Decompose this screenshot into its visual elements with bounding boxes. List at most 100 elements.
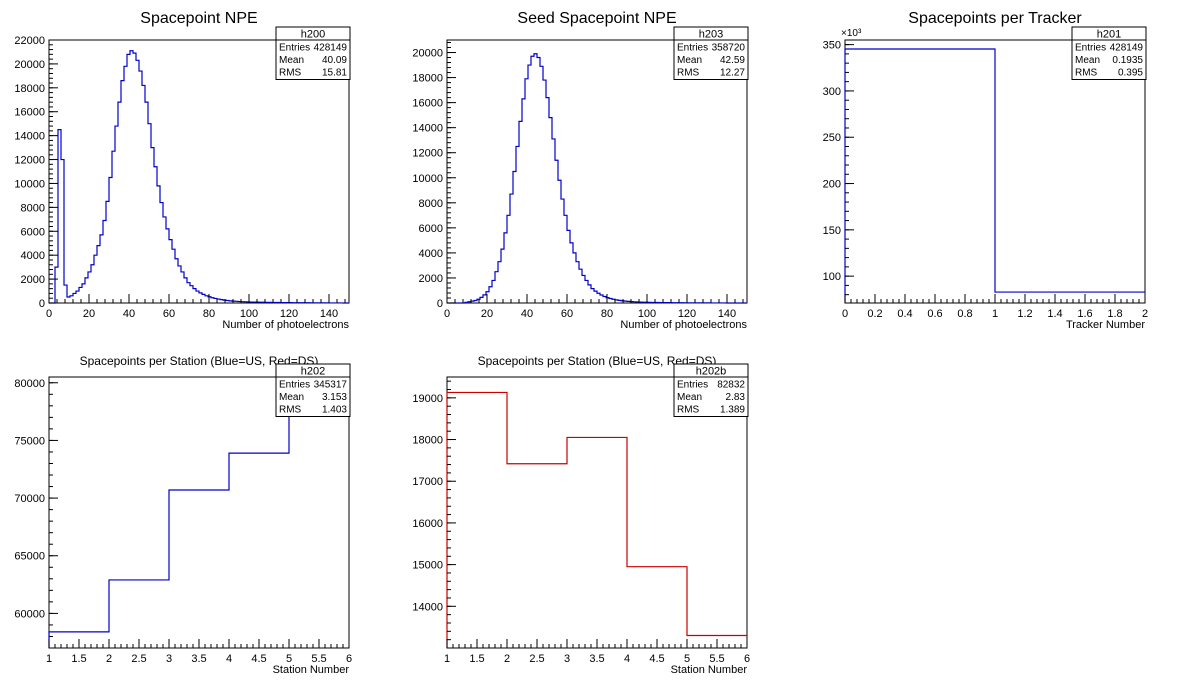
stats-row-label: RMS bbox=[1075, 68, 1098, 79]
x-tick-label: 60 bbox=[163, 308, 175, 320]
x-tick-label: 5 bbox=[286, 653, 292, 665]
y-tick-label: 22000 bbox=[14, 35, 45, 47]
histogram-pad-5: Spacepoints per Station (Blue=US, Red=DS… bbox=[412, 354, 750, 676]
stats-row-value: 40.09 bbox=[322, 55, 347, 66]
y-tick-label: 4000 bbox=[21, 250, 45, 262]
x-tick-label: 80 bbox=[203, 308, 215, 320]
stats-row-value: 428149 bbox=[314, 43, 348, 54]
y-tick-label: 18000 bbox=[412, 73, 443, 85]
y-tick-label: 300 bbox=[823, 86, 841, 98]
y-tick-label: 150 bbox=[823, 225, 841, 237]
stats-row-label: Mean bbox=[1075, 55, 1100, 66]
x-tick-label: 140 bbox=[718, 308, 736, 320]
x-tick-label: 4.5 bbox=[649, 653, 664, 665]
y-tick-label: 2000 bbox=[419, 273, 443, 285]
histogram-pad-3: Spacepoints per Tracker 0 0.2 0.4 0.6 0.8 1 1.2… bbox=[823, 10, 1148, 331]
x-tick-label: 40 bbox=[123, 308, 135, 320]
y-tick-label: 19000 bbox=[412, 393, 443, 405]
stats-row-value: 358720 bbox=[712, 43, 746, 54]
x-tick-label: 5.5 bbox=[709, 653, 724, 665]
stats-row-label: Mean bbox=[279, 392, 304, 403]
y-tick-label: 16000 bbox=[14, 107, 45, 119]
histogram-pad-2: Seed Spacepoint NPE 0 20 40 60 80 100 120 140 0 20… bbox=[412, 10, 749, 331]
y-tick-label: 12000 bbox=[412, 148, 443, 160]
chart-title: Spacepoints per Station (Blue=US, Red=DS… bbox=[478, 354, 717, 368]
x-tick-label: 1.4 bbox=[1047, 308, 1062, 320]
stats-box: h201 Entries 428149 Mean 0.1935 RMS 0.395 bbox=[1071, 26, 1147, 80]
stats-box-frame bbox=[673, 363, 749, 417]
x-tick-label: 6 bbox=[744, 653, 750, 665]
stats-row-value: 12.27 bbox=[720, 68, 745, 79]
x-axis-label: Station Number bbox=[671, 664, 748, 676]
x-tick-label: 40 bbox=[521, 308, 533, 320]
y-tick-label: 18000 bbox=[412, 435, 443, 447]
x-tick-label: 4.5 bbox=[251, 653, 266, 665]
histogram-series bbox=[447, 53, 747, 304]
x-tick-label: 80 bbox=[601, 308, 613, 320]
y-tick-label: 4000 bbox=[419, 248, 443, 260]
y-tick-label: 200 bbox=[823, 179, 841, 191]
chart-title: Seed Spacepoint NPE bbox=[517, 10, 676, 27]
x-tick-label: 5 bbox=[684, 653, 690, 665]
y-tick-label: 250 bbox=[823, 132, 841, 144]
x-tick-label: 5.5 bbox=[311, 653, 326, 665]
x-tick-label: 0.8 bbox=[957, 308, 972, 320]
stats-row-value: 15.81 bbox=[322, 68, 347, 79]
stats-box: h202 Entries 345317 Mean 3.153 RMS 1.403 bbox=[275, 363, 351, 417]
x-tick-label: 2 bbox=[106, 653, 112, 665]
histogram-series bbox=[48, 390, 349, 648]
x-tick-label: 2.5 bbox=[131, 653, 146, 665]
y-tick-label: 8000 bbox=[21, 202, 45, 214]
stats-box-name: h200 bbox=[301, 29, 325, 41]
stats-box-name: h201 bbox=[1097, 29, 1121, 41]
y-tick-label: 14000 bbox=[412, 123, 443, 135]
y-tick-label: 18000 bbox=[14, 83, 45, 95]
stats-box-name: h202 bbox=[301, 366, 325, 378]
x-tick-label: 120 bbox=[678, 308, 696, 320]
x-tick-label: 20 bbox=[481, 308, 493, 320]
y-tick-label: 6000 bbox=[419, 223, 443, 235]
stats-box: h200 Entries 428149 Mean 40.09 RMS 15.81 bbox=[275, 26, 351, 80]
x-tick-label: 120 bbox=[280, 308, 298, 320]
stats-box-frame bbox=[1071, 26, 1147, 80]
x-axis-label: Number of photoelectrons bbox=[620, 319, 747, 331]
x-tick-label: 0 bbox=[46, 308, 52, 320]
histogram-series bbox=[446, 391, 747, 648]
x-tick-label: 2 bbox=[504, 653, 510, 665]
y-tick-label: 70000 bbox=[14, 493, 45, 505]
stats-row-value: 1.389 bbox=[720, 405, 745, 416]
x-tick-label: 4 bbox=[624, 653, 630, 665]
y-tick-label: 75000 bbox=[14, 435, 45, 447]
stats-row-value: 428149 bbox=[1110, 43, 1144, 54]
stats-row-label: Mean bbox=[279, 55, 304, 66]
x-tick-label: 3 bbox=[564, 653, 570, 665]
stats-box-name: h202b bbox=[696, 366, 727, 378]
stats-row-label: Mean bbox=[677, 55, 702, 66]
stats-row-label: Entries bbox=[1075, 43, 1106, 54]
x-tick-label: 1.6 bbox=[1077, 308, 1092, 320]
stats-box-frame bbox=[673, 26, 749, 80]
x-axis-label: Number of photoelectrons bbox=[222, 319, 349, 331]
stats-row-value: 2.83 bbox=[726, 392, 746, 403]
chart-title: Spacepoint NPE bbox=[140, 10, 257, 27]
stats-row-label: Entries bbox=[677, 380, 708, 391]
x-tick-label: 60 bbox=[561, 308, 573, 320]
histogram-series bbox=[844, 48, 1145, 303]
x-tick-label: 6 bbox=[346, 653, 352, 665]
x-tick-label: 140 bbox=[320, 308, 338, 320]
x-tick-label: 3.5 bbox=[191, 653, 206, 665]
x-tick-label: 2.5 bbox=[529, 653, 544, 665]
y-tick-label: 15000 bbox=[412, 560, 443, 572]
x-tick-label: 100 bbox=[240, 308, 258, 320]
x-tick-label: 2 bbox=[1142, 308, 1148, 320]
x-tick-label: 0.4 bbox=[897, 308, 912, 320]
y-tick-label: 8000 bbox=[419, 198, 443, 210]
x-tick-label: 3.5 bbox=[589, 653, 604, 665]
histogram-pad-1: Spacepoint NPE 0 20 40 60 80 100 120 140 0 2000 400… bbox=[14, 10, 351, 331]
x-tick-label: 1.2 bbox=[1017, 308, 1032, 320]
x-tick-label: 1.5 bbox=[71, 653, 86, 665]
stats-box-name: h203 bbox=[699, 29, 723, 41]
stats-row-label: Mean bbox=[677, 392, 702, 403]
stats-row-label: RMS bbox=[677, 68, 700, 79]
y-tick-label: 14000 bbox=[14, 131, 45, 143]
